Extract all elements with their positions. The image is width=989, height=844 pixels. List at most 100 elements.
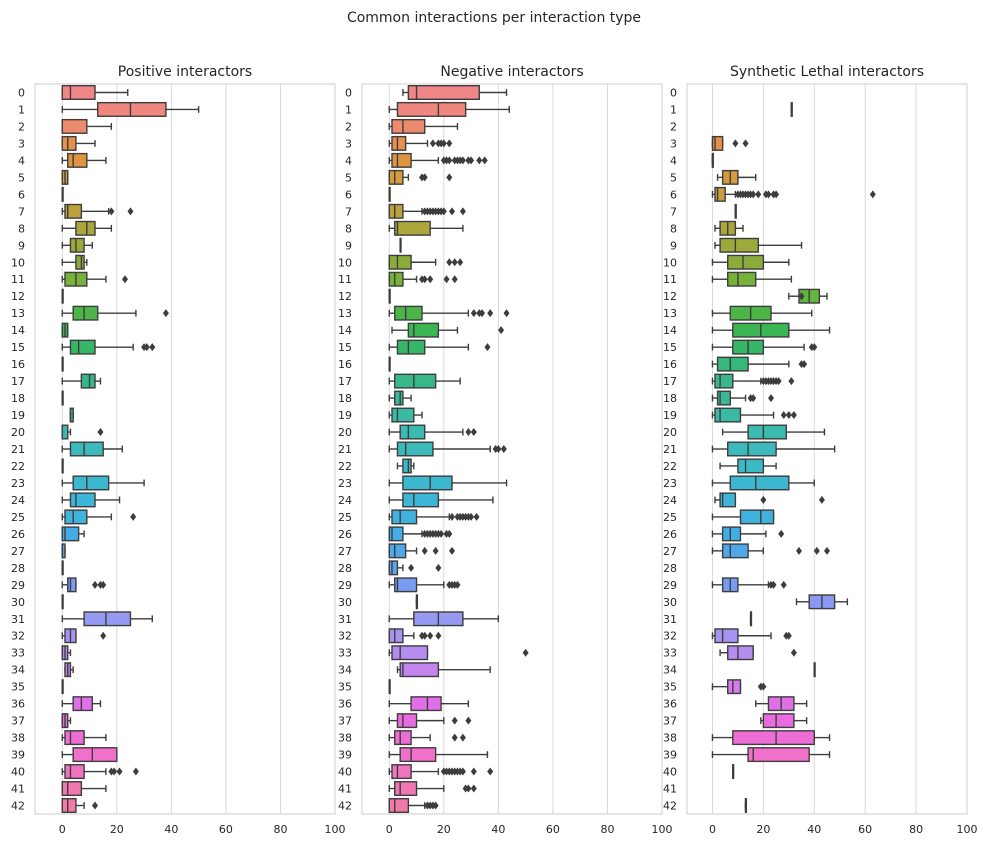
outlier-point [408, 563, 415, 572]
y-tick-label: 20 [663, 426, 677, 439]
y-tick-label: 9 [345, 239, 352, 252]
box [72, 305, 99, 321]
box-category-42 [744, 798, 748, 814]
box-category-5 [388, 169, 453, 185]
box-category-18 [388, 390, 412, 406]
box-category-23 [711, 475, 815, 491]
y-tick-label: 23 [11, 477, 25, 490]
box-category-25 [711, 509, 775, 525]
box-category-17 [61, 373, 102, 389]
box-category-27 [61, 543, 66, 559]
y-tick-label: 16 [11, 358, 25, 371]
y-tick-label: 2 [670, 120, 677, 133]
box [714, 407, 742, 423]
box [391, 764, 412, 780]
box-category-13 [711, 305, 813, 321]
box [727, 271, 757, 287]
box [72, 475, 110, 491]
y-tick-label: 7 [670, 205, 677, 218]
box-category-39 [61, 747, 118, 763]
outlier-point [495, 445, 502, 453]
outlier-point [824, 546, 830, 555]
box-category-35 [711, 679, 767, 695]
box [402, 475, 453, 491]
y-tick-label: 37 [11, 715, 25, 728]
y-tick-label: 26 [663, 528, 677, 541]
y-tick-label: 39 [11, 749, 25, 762]
box-category-30 [415, 594, 419, 610]
outlier-point [785, 631, 792, 640]
plot-frame [361, 83, 663, 815]
y-tick-label: 33 [338, 647, 352, 660]
box [64, 764, 85, 780]
box-category-36 [61, 696, 102, 712]
box [402, 458, 412, 474]
outlier-point [149, 343, 156, 352]
box-category-11 [388, 271, 458, 287]
outlier-point [446, 156, 453, 165]
box-category-22 [396, 458, 415, 474]
box [739, 509, 775, 525]
box [394, 373, 437, 389]
box-category-5 [716, 169, 757, 185]
box-category-16 [61, 356, 64, 372]
box [64, 509, 88, 525]
outlier-point [451, 258, 458, 267]
box-category-24 [61, 492, 121, 508]
box-category-17 [711, 373, 795, 389]
box [391, 152, 412, 168]
y-tick-label: 24 [11, 494, 25, 507]
box-category-18 [61, 390, 64, 406]
y-tick-label: 21 [663, 443, 677, 456]
y-tick-label: 24 [338, 494, 352, 507]
outlier-point [435, 563, 442, 572]
y-tick-label: 10 [663, 256, 677, 269]
y-tick-label: 3 [345, 137, 352, 150]
y-tick-label: 0 [670, 86, 677, 99]
box [388, 798, 410, 814]
outlier-point [100, 631, 107, 640]
outlier-point [801, 360, 808, 369]
box [407, 322, 440, 338]
outlier-point [470, 428, 477, 437]
box [719, 237, 759, 253]
box-category-40 [732, 764, 735, 780]
y-tick-label: 31 [338, 613, 352, 626]
outlier-point [457, 258, 464, 267]
x-tick-label: 60 [858, 823, 872, 836]
outlier-point [468, 512, 475, 521]
outlier-point [427, 275, 434, 284]
outlier-point [503, 309, 510, 318]
panel-title: Synthetic Lethal interactors [730, 64, 924, 80]
box-category-1 [790, 101, 793, 117]
box-category-10 [388, 254, 464, 270]
outlier-point [451, 275, 458, 284]
box [394, 305, 423, 321]
y-tick-label: 15 [11, 341, 25, 354]
y-tick-label: 8 [345, 222, 352, 235]
box [391, 118, 426, 134]
box-category-25 [61, 509, 137, 525]
y-tick-label: 31 [11, 613, 25, 626]
box [714, 186, 726, 202]
x-tick-label: 0 [59, 823, 66, 836]
y-tick-label: 13 [338, 307, 352, 320]
box-category-38 [711, 730, 831, 746]
y-tick-label: 16 [663, 358, 677, 371]
y-tick-label: 23 [338, 477, 352, 490]
y-tick-label: 9 [670, 239, 677, 252]
outlier-point [750, 190, 757, 199]
outlier-point [742, 139, 749, 148]
y-tick-label: 1 [670, 103, 677, 116]
box-category-27 [388, 543, 455, 559]
y-tick-label: 42 [11, 800, 25, 813]
box [61, 526, 80, 542]
plot-frame [34, 83, 336, 815]
outlier-point [470, 784, 477, 793]
box [391, 135, 407, 151]
outlier-point [487, 767, 494, 776]
box-category-42 [388, 798, 439, 814]
outlier-point [92, 580, 98, 589]
y-tick-label: 36 [11, 698, 25, 711]
